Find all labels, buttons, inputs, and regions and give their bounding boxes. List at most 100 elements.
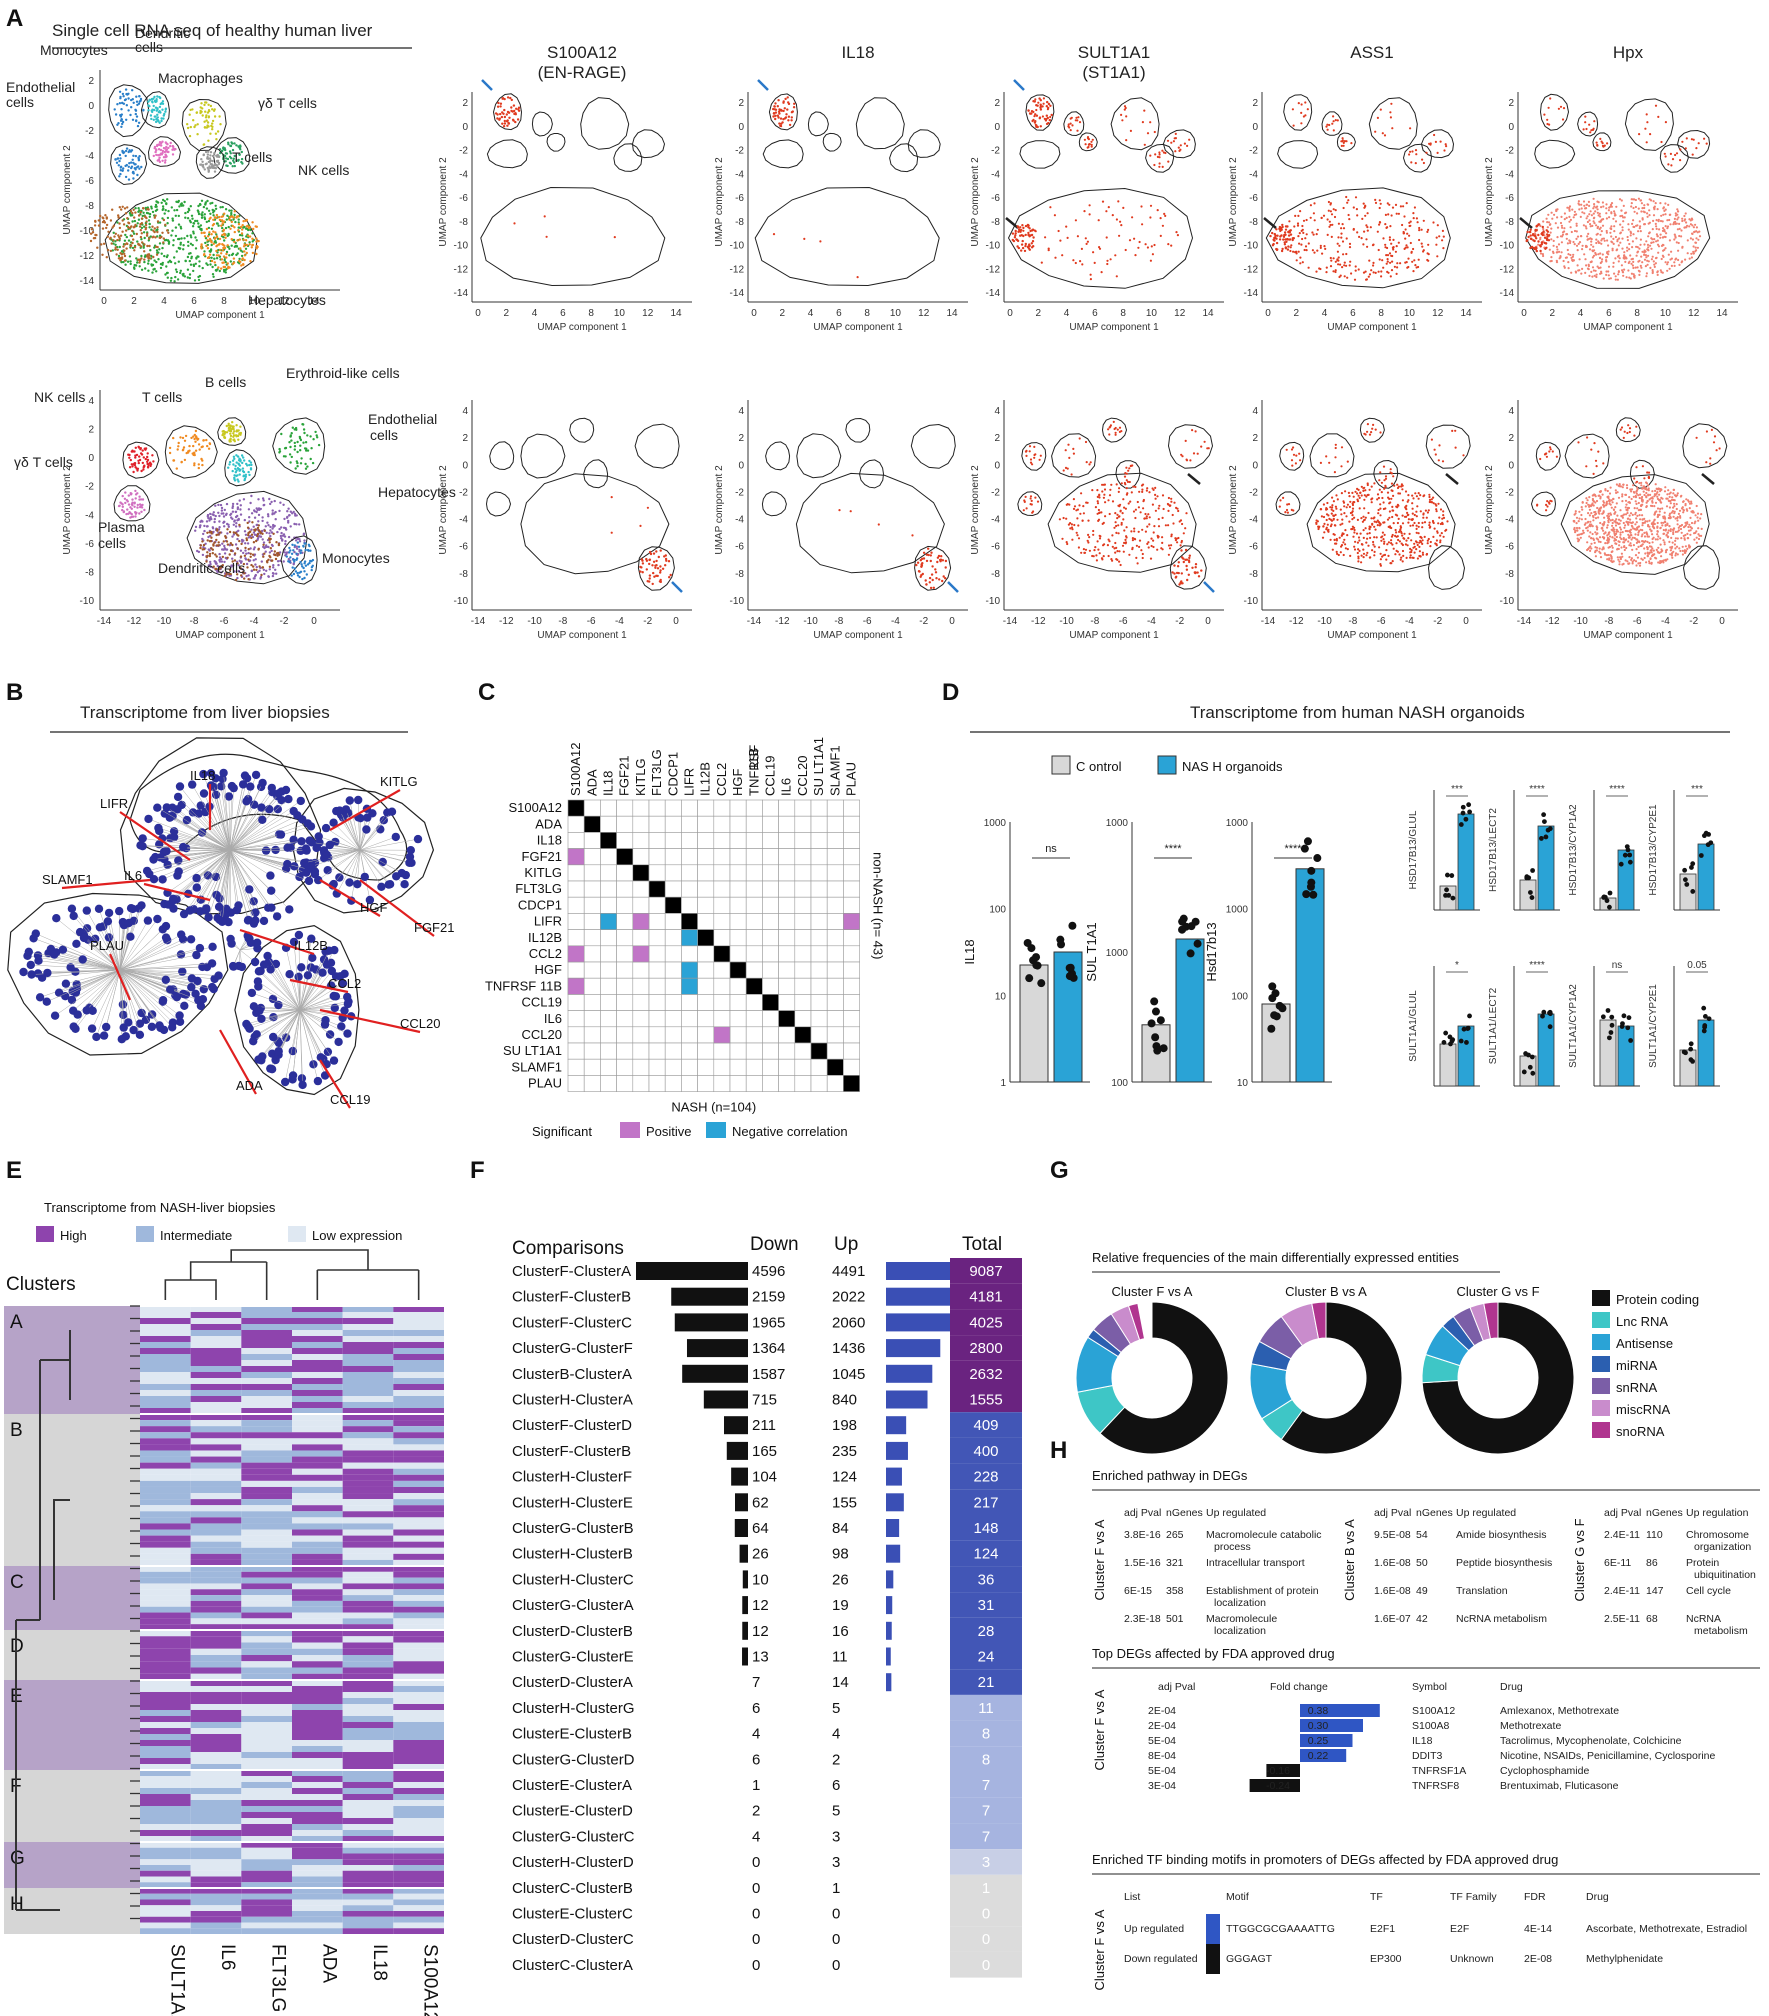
cluster-label: cells xyxy=(98,535,126,551)
cluster-point xyxy=(256,571,259,574)
cluster-point xyxy=(118,153,122,157)
cluster-point xyxy=(118,159,121,163)
cluster-point xyxy=(232,261,236,264)
expression-point xyxy=(1131,216,1134,219)
cluster-point xyxy=(129,260,132,263)
expression-point xyxy=(1413,206,1416,209)
cluster-point xyxy=(118,226,122,230)
x-tick: -8 xyxy=(558,616,567,627)
expression-point xyxy=(1177,536,1180,540)
expression-point xyxy=(1336,518,1339,521)
expression-point xyxy=(1630,205,1633,208)
cluster-point xyxy=(136,173,139,177)
cluster-point xyxy=(256,537,260,540)
cluster-point xyxy=(236,507,239,511)
expression-point xyxy=(1437,522,1440,525)
expression-point xyxy=(1607,274,1610,277)
cluster-point xyxy=(244,549,247,552)
expression-point xyxy=(1351,525,1354,528)
cluster-point xyxy=(207,170,210,173)
cluster-point xyxy=(241,467,245,470)
expression-point xyxy=(1278,505,1281,508)
cluster-point xyxy=(121,122,124,126)
expression-point xyxy=(1066,467,1069,470)
expression-point xyxy=(1365,554,1368,557)
expression-point xyxy=(1329,210,1332,213)
expression-point xyxy=(773,105,776,108)
expression-point xyxy=(657,555,660,559)
expression-point xyxy=(1077,537,1081,540)
y-tick: -12 xyxy=(80,251,95,262)
expression-point xyxy=(1376,524,1379,527)
cluster-point xyxy=(207,103,210,107)
expression-point xyxy=(1400,483,1403,486)
cluster-outline xyxy=(1283,94,1313,131)
expression-point xyxy=(1380,491,1383,494)
cluster-point xyxy=(240,225,243,229)
expression-point xyxy=(1167,553,1170,556)
cluster-point xyxy=(189,242,193,245)
expression-point xyxy=(1664,225,1667,228)
expression-point xyxy=(515,107,518,111)
expression-point xyxy=(1100,271,1103,274)
cluster-point xyxy=(291,426,294,429)
expression-point xyxy=(1386,260,1389,263)
cluster-point xyxy=(213,170,217,173)
expression-point xyxy=(1340,227,1343,230)
cluster-point xyxy=(206,247,210,250)
expression-point xyxy=(1108,512,1111,516)
cluster-point xyxy=(214,504,217,507)
expression-point xyxy=(1102,496,1105,499)
cluster-point xyxy=(177,445,180,448)
expression-point xyxy=(1069,129,1072,132)
expression-point xyxy=(1653,263,1656,266)
cluster-point xyxy=(123,243,127,246)
expression-point xyxy=(1304,245,1308,248)
expression-point xyxy=(792,106,796,109)
y-tick: -14 xyxy=(454,288,469,299)
cluster-point xyxy=(176,448,179,451)
expression-point xyxy=(1412,270,1415,273)
expression-point xyxy=(1391,260,1394,263)
cluster-label: NK cells xyxy=(298,162,349,178)
cluster-point xyxy=(192,453,195,457)
cluster-point xyxy=(295,523,298,526)
expression-point xyxy=(1298,242,1301,245)
expression-point xyxy=(1094,546,1097,549)
cluster-point xyxy=(146,458,150,462)
cluster-point xyxy=(156,230,159,234)
y-tick: -8 xyxy=(459,217,468,228)
expression-point xyxy=(1038,116,1042,119)
expression-point xyxy=(1024,495,1027,498)
cluster-point xyxy=(114,243,117,246)
expression-point xyxy=(1141,556,1144,560)
cluster-point xyxy=(122,223,126,226)
x-tick: 8 xyxy=(221,296,227,307)
expression-point xyxy=(1659,202,1662,205)
cluster-point xyxy=(218,115,221,118)
cluster-point xyxy=(222,229,225,233)
expression-point xyxy=(1359,532,1362,535)
cluster-point xyxy=(223,239,226,242)
expression-point xyxy=(1075,116,1078,119)
expression-point xyxy=(1575,237,1578,240)
expression-point xyxy=(1401,488,1404,491)
cluster-point xyxy=(219,503,223,507)
expression-point xyxy=(1331,548,1334,551)
expression-point xyxy=(934,568,937,571)
expression-point xyxy=(1326,218,1329,221)
expression-point xyxy=(1346,201,1349,204)
expression-point xyxy=(1442,235,1445,238)
expression-point xyxy=(1191,566,1194,569)
expression-point xyxy=(1409,241,1412,245)
expression-point xyxy=(1618,257,1621,260)
cluster-point xyxy=(207,157,210,160)
expression-point xyxy=(1358,539,1361,542)
cluster-point xyxy=(201,463,204,467)
expression-point xyxy=(1379,431,1382,434)
expression-point xyxy=(1547,213,1550,216)
cluster-point xyxy=(251,521,254,524)
cluster-point xyxy=(204,116,208,119)
expression-point xyxy=(1346,503,1349,506)
